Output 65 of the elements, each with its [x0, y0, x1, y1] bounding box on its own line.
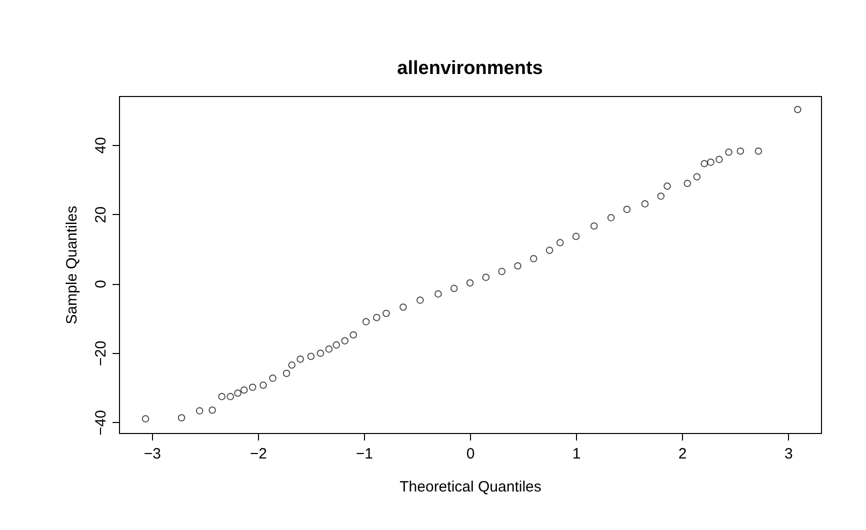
point: [754, 147, 762, 155]
point: [240, 386, 248, 394]
x-axis-title: Theoretical Quantiles: [400, 478, 542, 496]
point: [332, 341, 340, 349]
point: [693, 173, 701, 180]
y-tick-label: 40: [92, 137, 110, 154]
point: [416, 296, 424, 304]
point: [350, 331, 358, 339]
point: [498, 268, 506, 276]
y-axis-title: Sample Quantiles: [64, 206, 80, 324]
point: [794, 106, 802, 114]
chart-title: allenvironments: [397, 58, 543, 79]
point: [572, 232, 580, 240]
point: [260, 382, 267, 389]
point: [382, 310, 390, 318]
point: [282, 370, 290, 378]
point: [434, 290, 442, 298]
point: [316, 350, 324, 357]
point: [341, 337, 349, 344]
point: [700, 160, 708, 168]
point: [736, 147, 744, 155]
point: [707, 158, 714, 166]
point: [178, 414, 186, 422]
point: [657, 192, 665, 200]
point: [466, 279, 474, 287]
y-tick-label: 20: [92, 206, 110, 224]
point: [325, 345, 333, 353]
x-tick-label: −3: [144, 446, 161, 462]
point: [142, 415, 150, 422]
x-tick-label: 2: [678, 446, 687, 462]
point: [607, 214, 615, 222]
x-tick-label: 0: [466, 446, 475, 462]
point: [482, 274, 490, 281]
x-tick-label: −2: [250, 446, 267, 462]
point: [234, 389, 242, 397]
point: [450, 284, 458, 292]
point: [296, 355, 304, 363]
y-tick-label: 0: [92, 280, 110, 288]
point: [556, 239, 564, 246]
x-tick-label: −1: [356, 446, 374, 462]
point: [641, 200, 649, 208]
y-tick-label: −20: [92, 340, 110, 366]
point: [288, 361, 296, 369]
point: [400, 303, 407, 311]
y-tick-label: −40: [92, 410, 110, 436]
point: [664, 182, 671, 190]
point: [196, 407, 204, 414]
point: [725, 148, 732, 156]
point: [514, 262, 522, 270]
point: [716, 156, 723, 164]
point: [362, 318, 370, 326]
point: [248, 384, 256, 391]
point: [208, 406, 216, 414]
point: [373, 314, 380, 322]
point: [546, 246, 554, 254]
point: [218, 392, 226, 400]
x-tick-label: 3: [784, 446, 793, 462]
point: [590, 222, 598, 230]
point: [530, 254, 538, 262]
point: [269, 374, 276, 382]
point: [623, 206, 631, 214]
x-tick-label: 1: [572, 446, 581, 462]
point: [226, 392, 234, 400]
point: [307, 352, 315, 360]
point: [684, 180, 692, 188]
